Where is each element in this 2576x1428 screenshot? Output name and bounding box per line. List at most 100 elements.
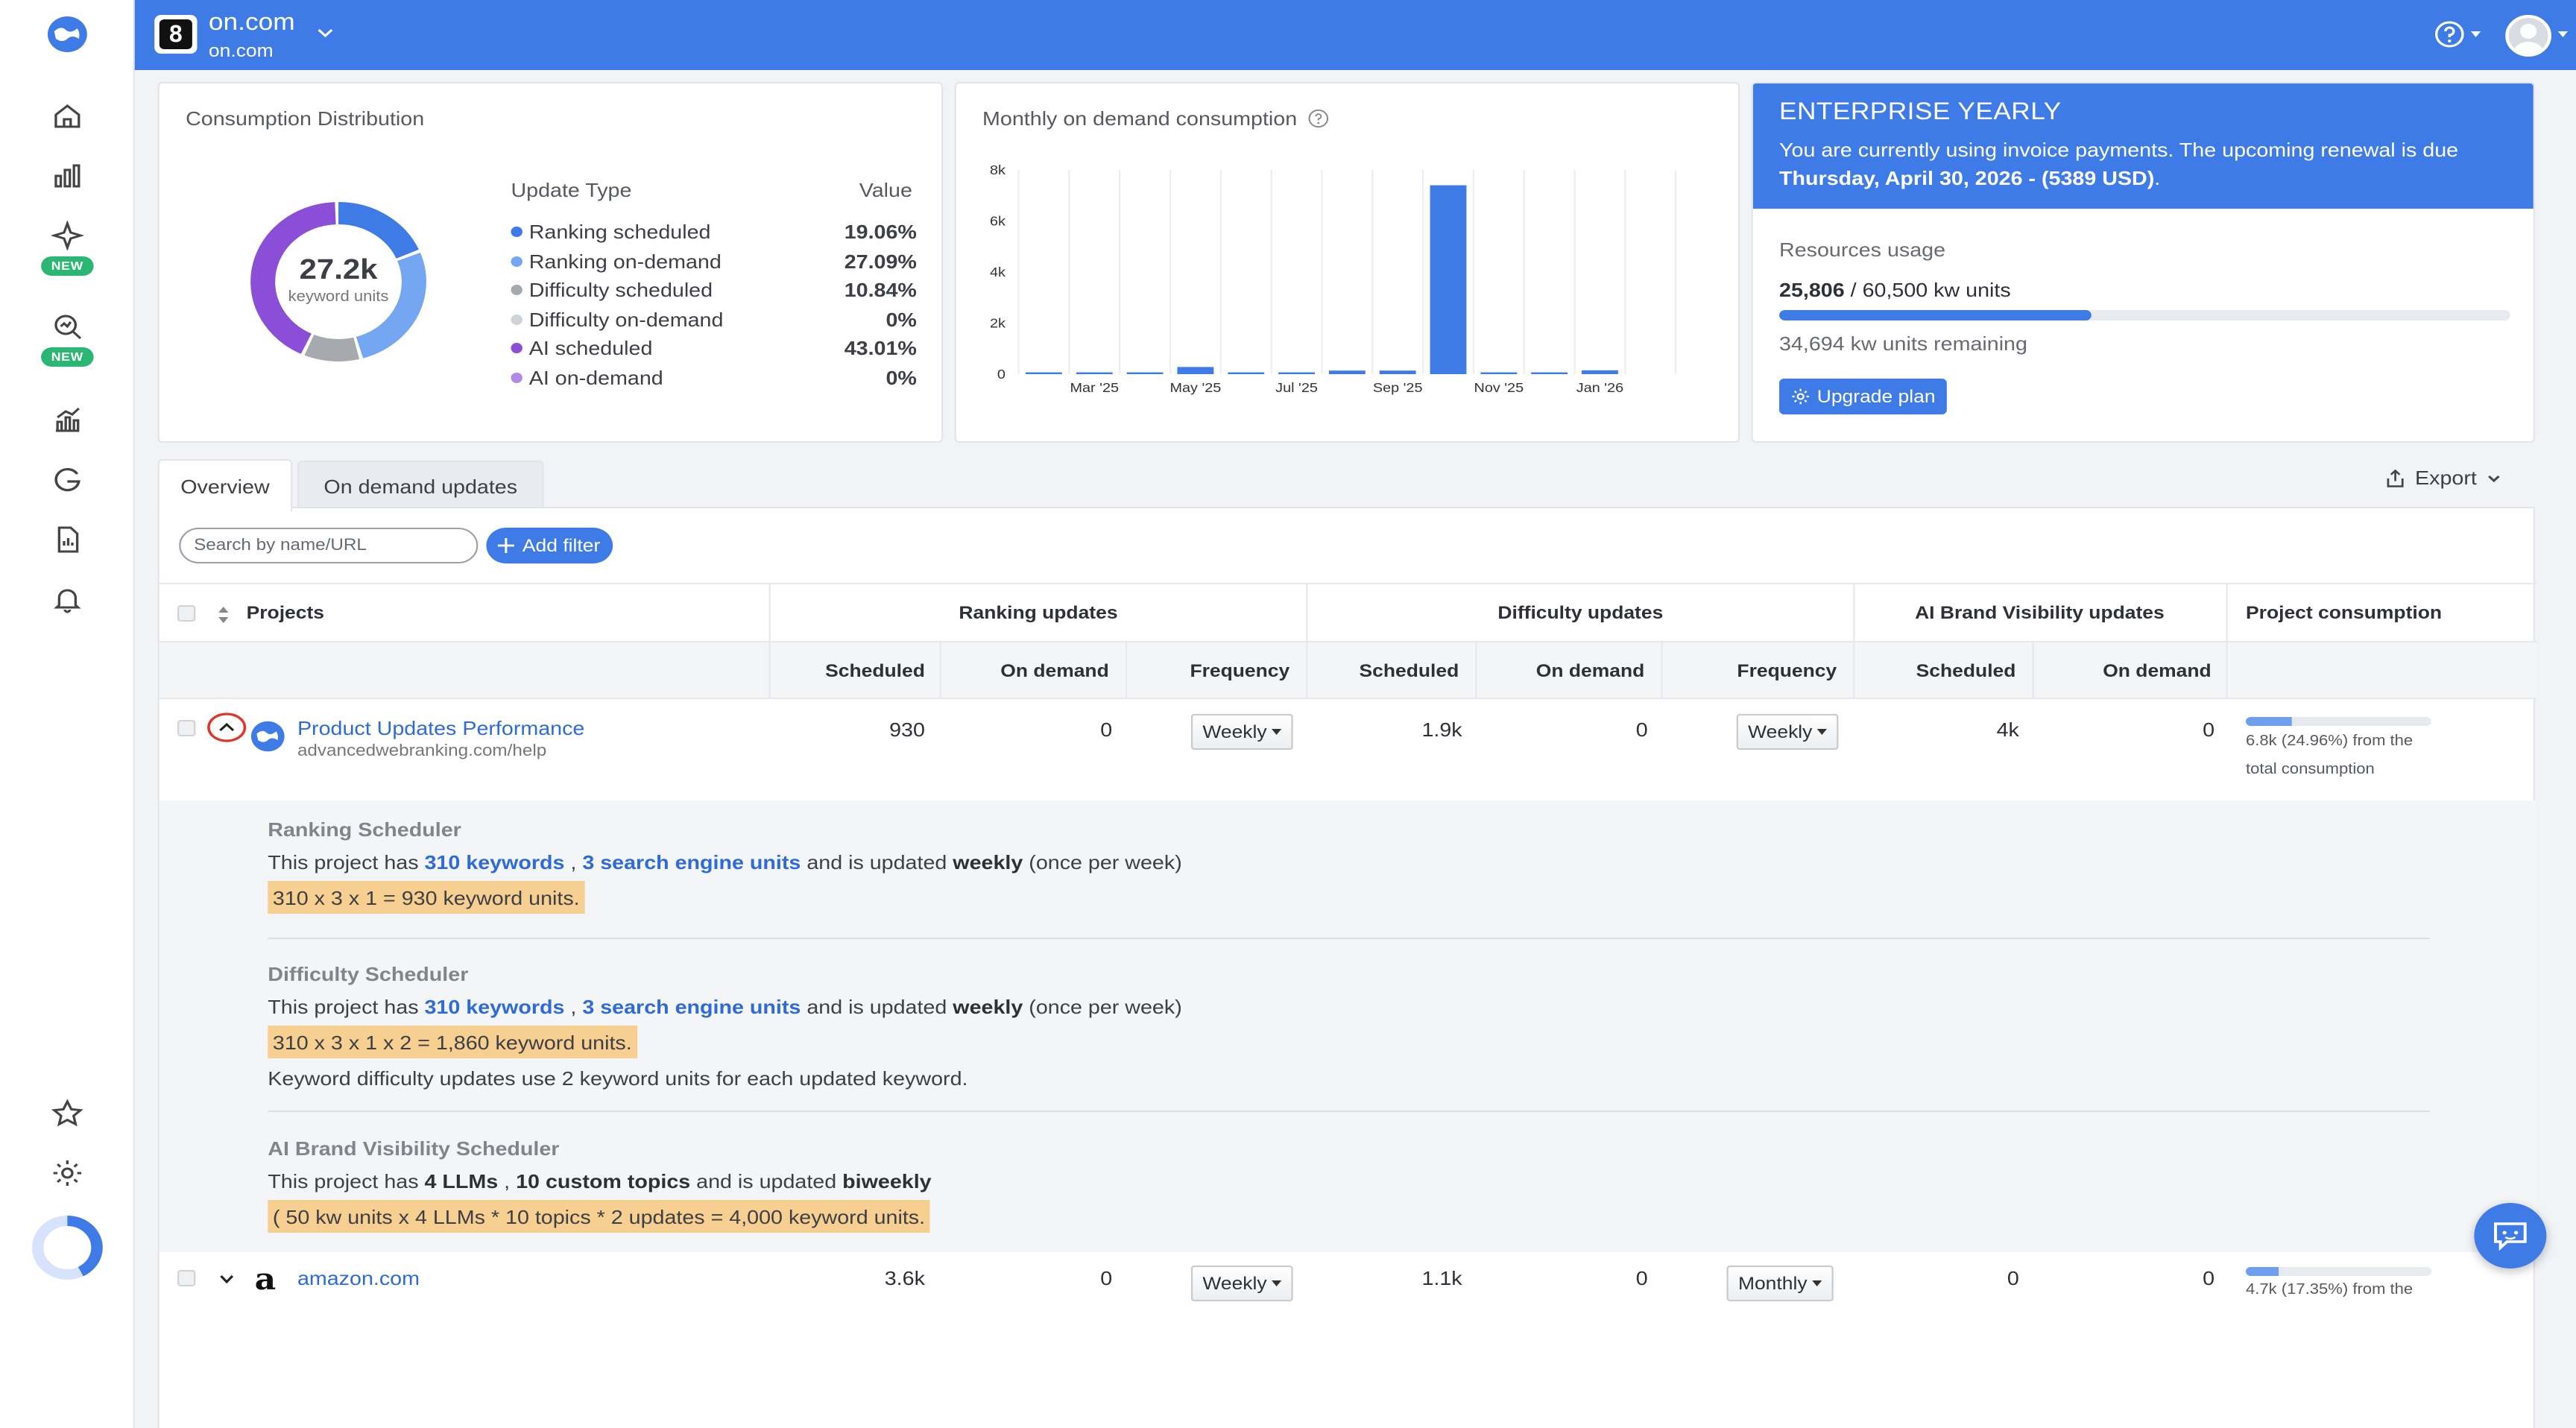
resources-label: Resources usage: [1779, 238, 1946, 261]
export-button[interactable]: Export: [2384, 467, 2501, 489]
ai-formula: ( 50 kw units x 4 LLMs * 10 topics * 2 u…: [268, 1200, 930, 1233]
account-logo[interactable]: 8: [154, 15, 198, 54]
select-all-checkbox[interactable]: [177, 605, 196, 622]
usage-progress-fill: [1779, 310, 2092, 320]
ranking-scheduler-description: This project has 310 keywords , 3 search…: [268, 851, 1182, 873]
chevron-down-icon[interactable]: [315, 24, 335, 42]
consumption-progress-fill: [2246, 717, 2293, 726]
bar[interactable]: [1076, 372, 1113, 374]
top-bar: 8 on.com on.com: [134, 0, 2576, 70]
difficulty-frequency-select[interactable]: Weekly: [1736, 714, 1839, 750]
tab-overview[interactable]: Overview: [157, 459, 293, 511]
caret-down-icon: [1272, 729, 1282, 735]
table-row[interactable]: Product Updates Performance advancedwebr…: [160, 701, 2536, 800]
difficulty-formula: 310 x 3 x 1 x 2 = 1,860 keyword units.: [268, 1026, 637, 1058]
help-menu[interactable]: [2433, 19, 2481, 49]
export-icon: [2387, 468, 2404, 487]
bar[interactable]: [1026, 372, 1062, 374]
project-name-link[interactable]: amazon.com: [297, 1267, 420, 1289]
bar[interactable]: [1126, 372, 1164, 374]
tab-on-demand-updates[interactable]: On demand updates: [297, 461, 544, 511]
units-remaining: 34,694 kw units remaining: [1779, 332, 2027, 355]
plan-title: ENTERPRISE YEARLY: [1779, 100, 2062, 125]
header-projects: Projects: [246, 602, 324, 623]
header-scheduled: Scheduled: [1359, 660, 1459, 680]
keywords-link[interactable]: 310 keywords: [424, 851, 565, 873]
ranking-frequency-select[interactable]: Weekly: [1190, 714, 1293, 750]
search-analytics-icon[interactable]: NEW: [0, 312, 135, 367]
bell-icon[interactable]: [0, 584, 135, 614]
difficulty-scheduled-value: 1.9k: [1421, 718, 1462, 741]
google-icon[interactable]: [0, 465, 135, 495]
search-engine-units-link[interactable]: 3 search engine units: [582, 851, 801, 873]
ai-on-demand-value: 0: [2203, 718, 2215, 741]
report-icon[interactable]: [0, 525, 135, 555]
sidebar: NEW NEW: [0, 0, 135, 1428]
project-name-link[interactable]: Product Updates Performance: [297, 717, 585, 739]
donut-center-value: 27.2k: [299, 255, 378, 286]
bar[interactable]: [1582, 370, 1618, 374]
search-input[interactable]: [179, 528, 479, 563]
app-logo[interactable]: [0, 15, 135, 54]
legend-dot: [511, 372, 523, 382]
header-frequency: Frequency: [1190, 660, 1290, 680]
add-filter-button[interactable]: Add filter: [486, 528, 613, 563]
ai-scheduler-title: AI Brand Visibility Scheduler: [268, 1137, 560, 1160]
account-name[interactable]: on.com: [208, 10, 295, 36]
chevron-down-icon: [2487, 475, 2499, 481]
legend-item: Ranking on-demand 27.09%: [511, 246, 917, 276]
projects-panel: Add filter Projects Ranking updates Diff…: [157, 507, 2537, 1428]
expand-chevron-icon[interactable]: [218, 1271, 235, 1286]
chat-icon: [2494, 1222, 2527, 1251]
legend-dot: [511, 342, 523, 353]
star-icon[interactable]: [0, 1099, 135, 1128]
donut-slice: [250, 202, 426, 361]
gear-icon: [1792, 388, 1809, 405]
amazon-favicon-icon: a: [254, 1261, 277, 1297]
legend-header-type: Update Type: [511, 179, 632, 201]
row-checkbox[interactable]: [177, 1270, 196, 1286]
x-tick-label: Nov '25: [1474, 381, 1524, 396]
caret-down-icon[interactable]: [2557, 31, 2569, 37]
keywords-link[interactable]: 310 keywords: [424, 996, 565, 1018]
chart-title-wrap: Monthly on demand consumption: [982, 107, 1328, 130]
globe-logo-icon: [47, 16, 87, 52]
ai-scheduled-value: 0: [2007, 1267, 2019, 1289]
home-icon[interactable]: [0, 101, 135, 131]
bar-chart-icon[interactable]: [0, 161, 135, 191]
trend-chart-icon[interactable]: [0, 405, 135, 435]
bar[interactable]: [1177, 367, 1214, 374]
consumption-progress: [2246, 1267, 2432, 1276]
search-engine-units-link[interactable]: 3 search engine units: [582, 996, 801, 1018]
ranking-frequency-select[interactable]: Weekly: [1190, 1266, 1293, 1301]
collapse-chevron-icon[interactable]: [207, 713, 247, 742]
difficulty-frequency-select[interactable]: Monthly: [1726, 1266, 1834, 1301]
table-row[interactable]: a amazon.com 3.6k 0 Weekly 1.1k 0 Monthl…: [160, 1252, 2536, 1342]
header-difficulty-updates: Difficulty updates: [1497, 602, 1664, 623]
ai-scheduler-description: This project has 4 LLMs , 10 custom topi…: [268, 1170, 932, 1192]
ai-sparkle-icon[interactable]: NEW: [0, 221, 135, 276]
ranking-formula: 310 x 3 x 1 = 930 keyword units.: [268, 881, 585, 914]
bar[interactable]: [1430, 185, 1467, 374]
chat-support-button[interactable]: [2474, 1203, 2547, 1269]
header-scheduled: Scheduled: [1916, 660, 2016, 680]
bar[interactable]: [1328, 370, 1366, 374]
settings-gear-icon[interactable]: [0, 1158, 135, 1188]
legend-dot: [511, 256, 523, 266]
bar[interactable]: [1278, 372, 1315, 374]
user-avatar[interactable]: [2505, 15, 2551, 57]
bar[interactable]: [1228, 372, 1265, 374]
consumption-progress-fill: [2246, 1267, 2279, 1276]
legend-dot: [511, 284, 523, 294]
upgrade-plan-button[interactable]: Upgrade plan: [1779, 379, 1947, 414]
ai-scheduled-value: 4k: [1996, 718, 2019, 741]
bar[interactable]: [1379, 370, 1416, 374]
y-tick-label: 6k: [990, 214, 1006, 229]
row-checkbox[interactable]: [177, 720, 196, 736]
donut-slice: [250, 202, 426, 361]
bar[interactable]: [1480, 372, 1518, 374]
sort-icon[interactable]: [217, 605, 230, 625]
info-icon[interactable]: [1307, 109, 1328, 128]
usage-ring-icon[interactable]: [0, 1213, 135, 1282]
bar[interactable]: [1531, 372, 1568, 374]
